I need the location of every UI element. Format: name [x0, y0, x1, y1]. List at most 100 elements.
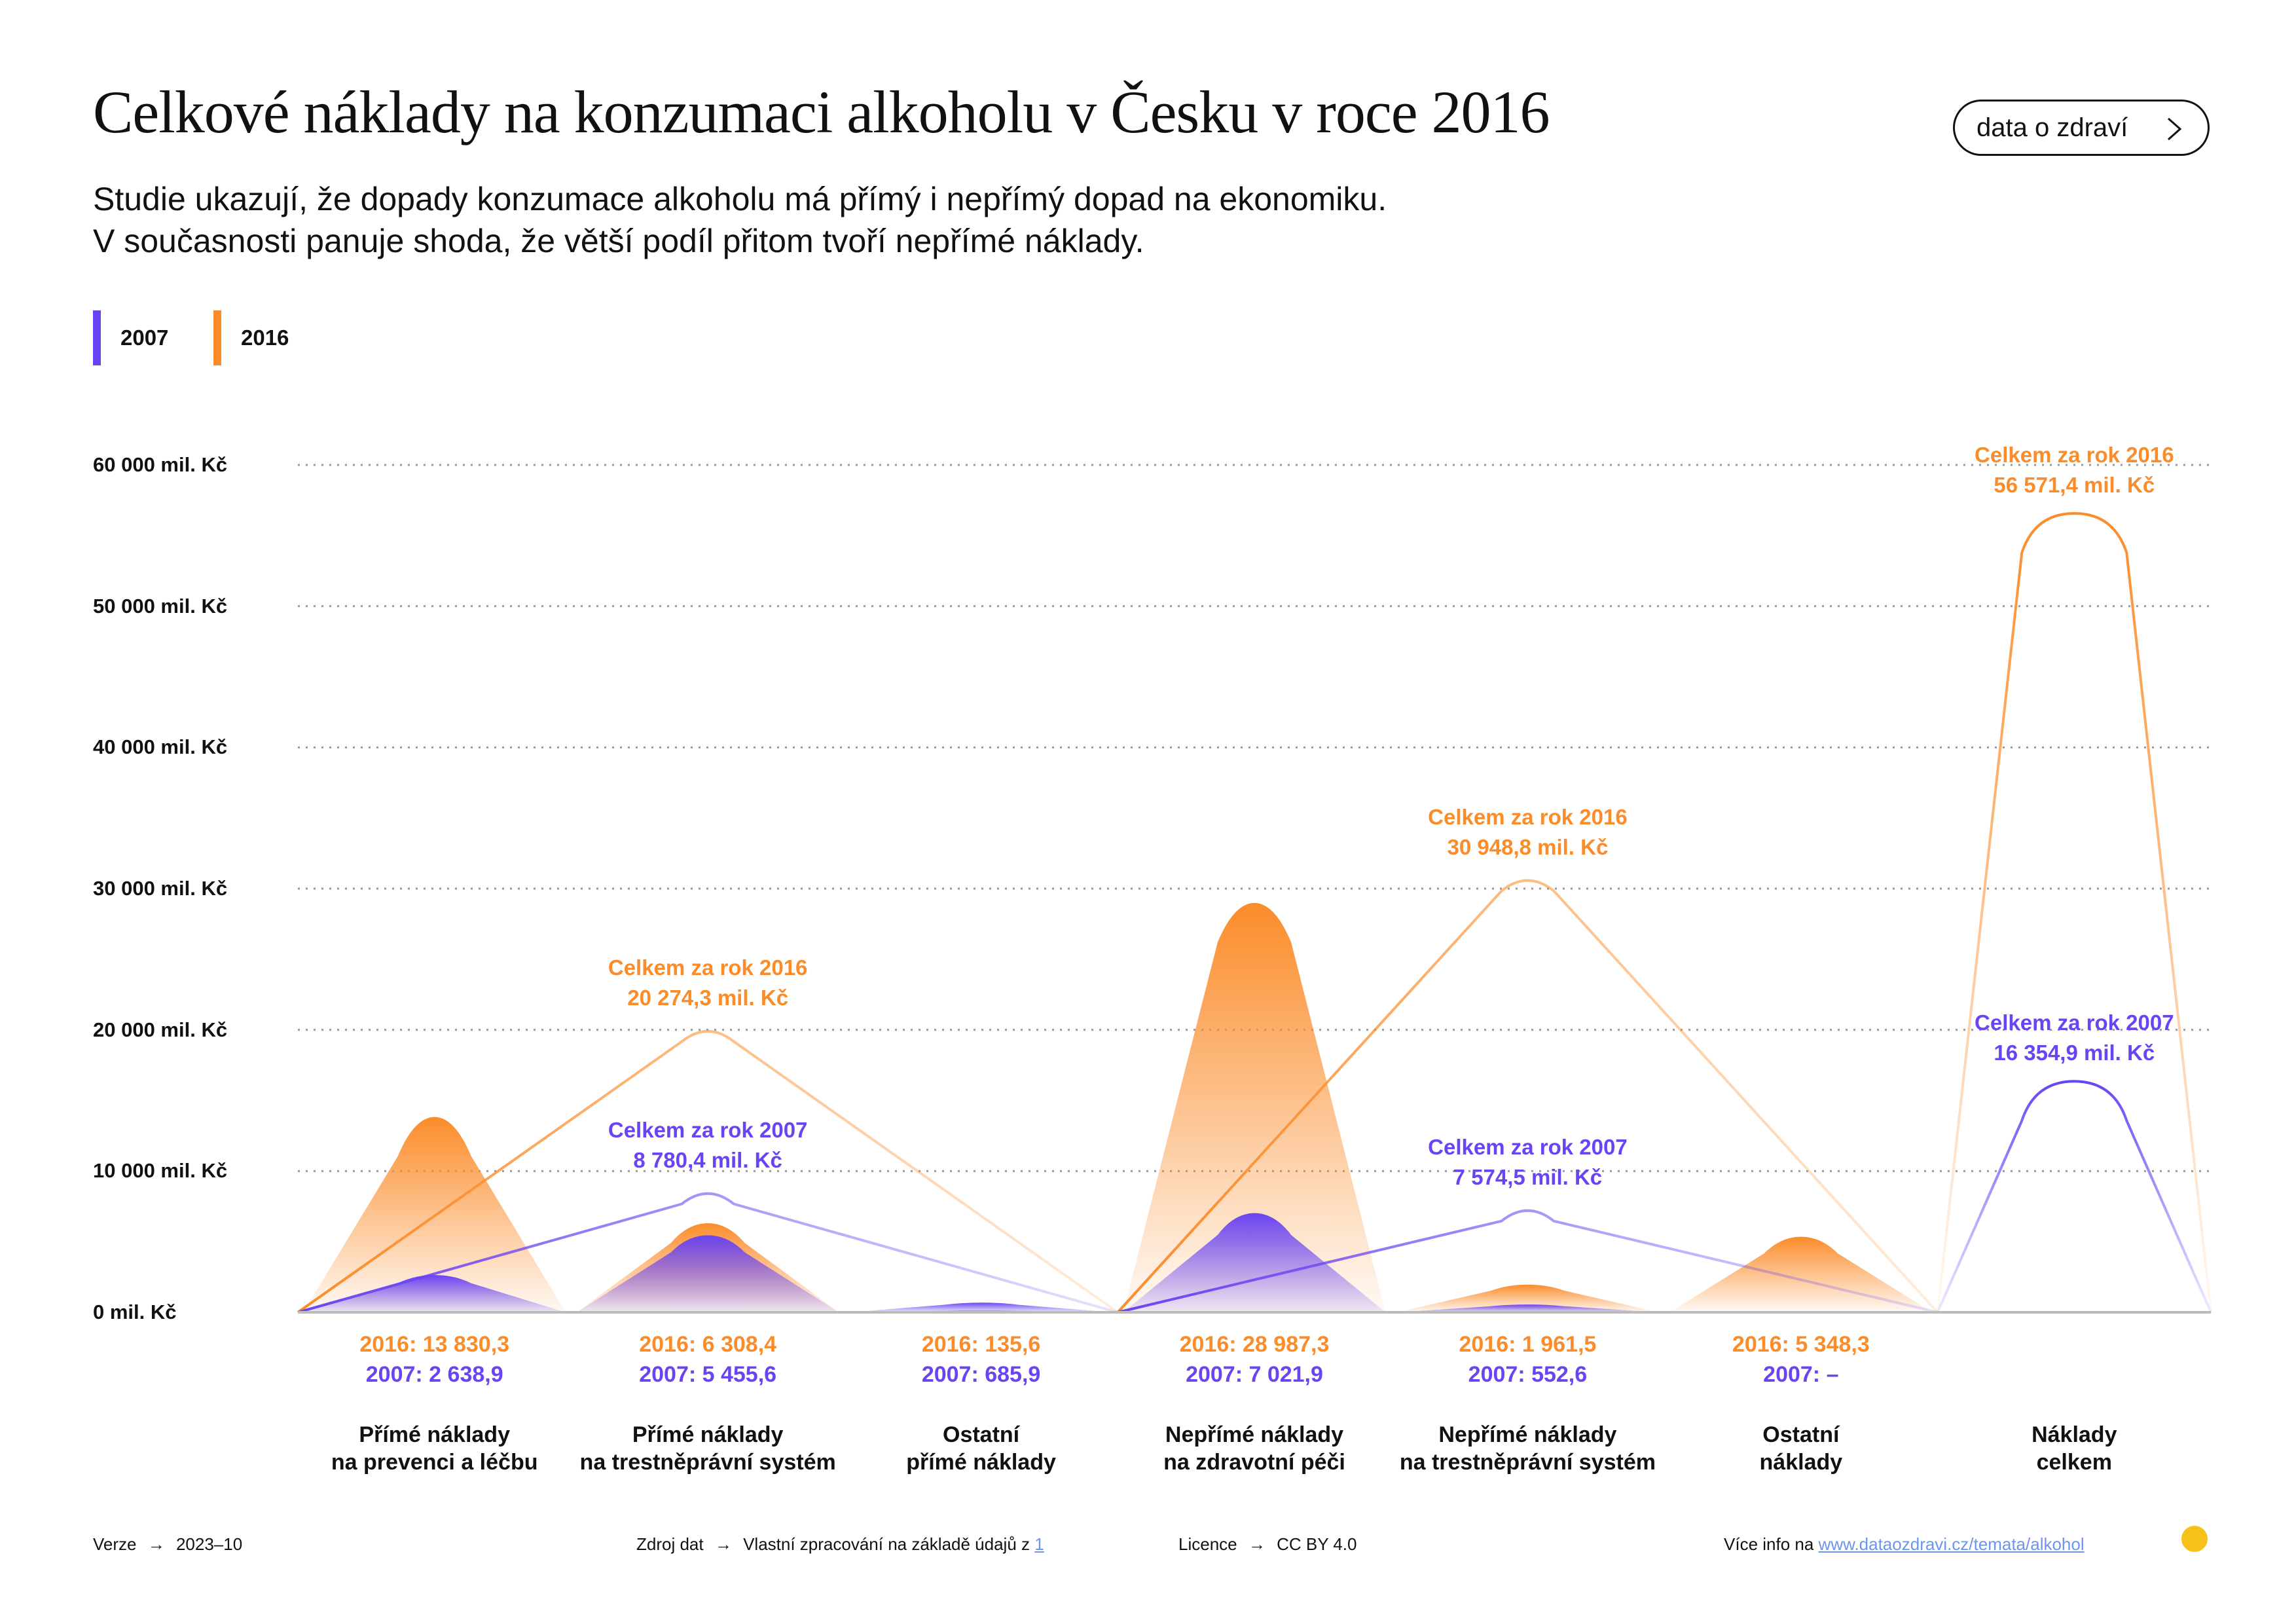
- category-label-line2: na trestněprávní systém: [1399, 1450, 1656, 1475]
- data-label-2007: 2007: 7 021,9: [1186, 1362, 1323, 1387]
- total-annotation-2016: Celkem za rok 2016 20 274,3 mil. Kč: [608, 953, 808, 1013]
- footer-licence: Licence → CC BY 4.0: [1178, 1534, 1357, 1555]
- area-2007: [303, 1275, 566, 1312]
- total-annotation-2007: Celkem za rok 2007 8 780,4 mil. Kč: [608, 1115, 808, 1175]
- data-o-zdravi-button[interactable]: data o zdraví: [1953, 100, 2210, 156]
- area-2007: [576, 1235, 839, 1312]
- category-label-line1: Přímé náklady: [359, 1422, 510, 1447]
- total-annotation-2016-value: 30 948,8 mil. Kč: [1447, 834, 1609, 859]
- data-label-2007: 2007: 552,6: [1468, 1362, 1588, 1387]
- data-label-2016: 2016: 5 348,3: [1732, 1332, 1870, 1357]
- data-label: 2016: 5 348,3 2007: –: [1732, 1329, 1870, 1390]
- footer-more-info: Více info na www.dataozdravi.cz/temata/a…: [1724, 1534, 2085, 1555]
- category-label-line1: Ostatní: [943, 1422, 1020, 1447]
- y-tick-label: 60 000 mil. Kč: [93, 453, 228, 476]
- nav-button-label: data o zdraví: [1977, 113, 2128, 142]
- data-label: 2016: 6 308,4 2007: 5 455,6: [639, 1329, 776, 1390]
- total-annotation-2016-title: Celkem za rok 2016: [1975, 442, 2174, 467]
- more-info-label: Více info na: [1724, 1534, 1814, 1554]
- footer-version: Verze → 2023–10: [93, 1534, 242, 1555]
- logo-icon: [2181, 1526, 2208, 1552]
- category-label: Nepřímé náklady na zdravotní péči: [1163, 1421, 1345, 1476]
- category-label-line1: Náklady: [2032, 1422, 2117, 1447]
- category-label-line1: Přímé náklady: [632, 1422, 784, 1447]
- total-annotation-2007-title: Celkem za rok 2007: [1428, 1134, 1628, 1159]
- category-label: Ostatní náklady: [1760, 1421, 1843, 1476]
- arrow-icon: →: [1248, 1534, 1266, 1554]
- data-label-2016: 2016: 1 961,5: [1459, 1332, 1597, 1357]
- y-tick-label: 50 000 mil. Kč: [93, 594, 228, 618]
- total-annotation-2016-value: 56 571,4 mil. Kč: [1994, 472, 2155, 497]
- total-line-2007: [1936, 1080, 2212, 1313]
- total-annotation-2016-title: Celkem za rok 2016: [1428, 804, 1628, 829]
- total-annotation-2007: Celkem za rok 2007 7 574,5 mil. Kč: [1428, 1132, 1628, 1192]
- chart-marks: [297, 511, 2212, 1314]
- licence-value: CC BY 4.0: [1277, 1534, 1357, 1554]
- total-line-2007: [297, 1192, 1118, 1314]
- category-label: Nepřímé náklady na trestněprávní systém: [1400, 1421, 1656, 1476]
- data-label-2016: 2016: 13 830,3: [359, 1332, 510, 1357]
- total-annotation-2016: Celkem za rok 2016 56 571,4 mil. Kč: [1975, 440, 2174, 500]
- category-label: Náklady celkem: [2032, 1421, 2117, 1476]
- category-label-line1: Nepřímé náklady: [1165, 1422, 1344, 1447]
- y-tick-label: 20 000 mil. Kč: [93, 1018, 228, 1041]
- y-tick-label: 30 000 mil. Kč: [93, 877, 228, 900]
- legend-swatch-2016: [213, 310, 221, 365]
- category-label: Ostatní přímé náklady: [906, 1421, 1056, 1476]
- total-annotation-2007-value: 16 354,9 mil. Kč: [1994, 1041, 2155, 1065]
- area-2016: [1669, 1236, 1933, 1312]
- total-annotation-2007-value: 7 574,5 mil. Kč: [1453, 1164, 1603, 1189]
- data-label-2007: 2007: 685,9: [921, 1362, 1041, 1387]
- total-line-2016: [1936, 511, 2212, 1313]
- licence-label: Licence: [1178, 1534, 1237, 1554]
- y-tick-label: 40 000 mil. Kč: [93, 735, 228, 759]
- total-annotation-2016-value: 20 274,3 mil. Kč: [627, 985, 789, 1010]
- data-label: 2016: 13 830,3 2007: 2 638,9: [359, 1329, 509, 1390]
- subtitle-line-1: Studie ukazují, že dopady konzumace alko…: [93, 181, 1387, 217]
- legend-label-2007: 2007: [120, 325, 169, 350]
- legend-label-2016: 2016: [241, 325, 289, 350]
- y-tick-label: 10 000 mil. Kč: [93, 1159, 228, 1183]
- total-line-2016: [297, 1029, 1119, 1314]
- total-line-2016: [1116, 879, 1939, 1314]
- area-2016: [1396, 1284, 1659, 1312]
- total-annotation-2016-title: Celkem za rok 2016: [608, 955, 808, 980]
- more-info-link[interactable]: www.dataozdravi.cz/temata/alkohol: [1818, 1534, 2085, 1554]
- arrow-icon: →: [147, 1534, 165, 1554]
- version-value: 2023–10: [175, 1534, 243, 1554]
- total-annotation-2016: Celkem za rok 2016 30 948,8 mil. Kč: [1428, 802, 1628, 862]
- area-2007: [850, 1302, 1112, 1312]
- data-label-2016: 2016: 135,6: [921, 1332, 1041, 1357]
- area-2007: [1396, 1304, 1659, 1312]
- data-label-2016: 2016: 28 987,3: [1179, 1332, 1330, 1357]
- area-2007: [1123, 1213, 1386, 1312]
- total-line-2007: [1117, 1209, 1939, 1314]
- legend-item-2007: 2007: [93, 310, 168, 365]
- category-label: Přímé náklady na prevenci a léčbu: [331, 1421, 538, 1476]
- source-label: Zdroj dat: [636, 1534, 704, 1554]
- data-label-2007: 2007: 5 455,6: [639, 1362, 777, 1387]
- category-label-line1: Ostatní: [1762, 1422, 1840, 1447]
- total-annotation-2007-title: Celkem za rok 2007: [1975, 1010, 2174, 1035]
- category-label-line2: náklady: [1759, 1450, 1843, 1475]
- subtitle-line-2: V současnosti panuje shoda, že větší pod…: [93, 223, 1144, 259]
- category-label-line2: na trestněprávní systém: [579, 1450, 836, 1475]
- area-2016: [1123, 902, 1386, 1312]
- total-annotation-2007: Celkem za rok 2007 16 354,9 mil. Kč: [1975, 1008, 2174, 1068]
- category-label-line2: na zdravotní péči: [1163, 1450, 1345, 1475]
- chevron-right-icon: [2168, 117, 2182, 141]
- data-label: 2016: 28 987,3 2007: 7 021,9: [1180, 1329, 1330, 1390]
- footer-source: Zdroj dat → Vlastní zpracování na základ…: [636, 1534, 1044, 1555]
- source-link[interactable]: 1: [1034, 1534, 1044, 1554]
- source-value: Vlastní zpracování na základě údajů z: [743, 1534, 1030, 1554]
- category-label-line2: celkem: [2036, 1450, 2112, 1475]
- category-label-line1: Nepřímé náklady: [1438, 1422, 1617, 1447]
- total-annotation-2007-value: 8 780,4 mil. Kč: [633, 1147, 782, 1172]
- category-label-line2: na prevenci a léčbu: [331, 1450, 538, 1475]
- y-tick-label: 0 mil. Kč: [93, 1301, 177, 1323]
- page-subtitle: Studie ukazují, že dopady konzumace alko…: [93, 178, 1387, 262]
- data-label-2016: 2016: 6 308,4: [639, 1332, 777, 1357]
- version-label: Verze: [93, 1534, 137, 1554]
- category-label: Přímé náklady na trestněprávní systém: [580, 1421, 836, 1476]
